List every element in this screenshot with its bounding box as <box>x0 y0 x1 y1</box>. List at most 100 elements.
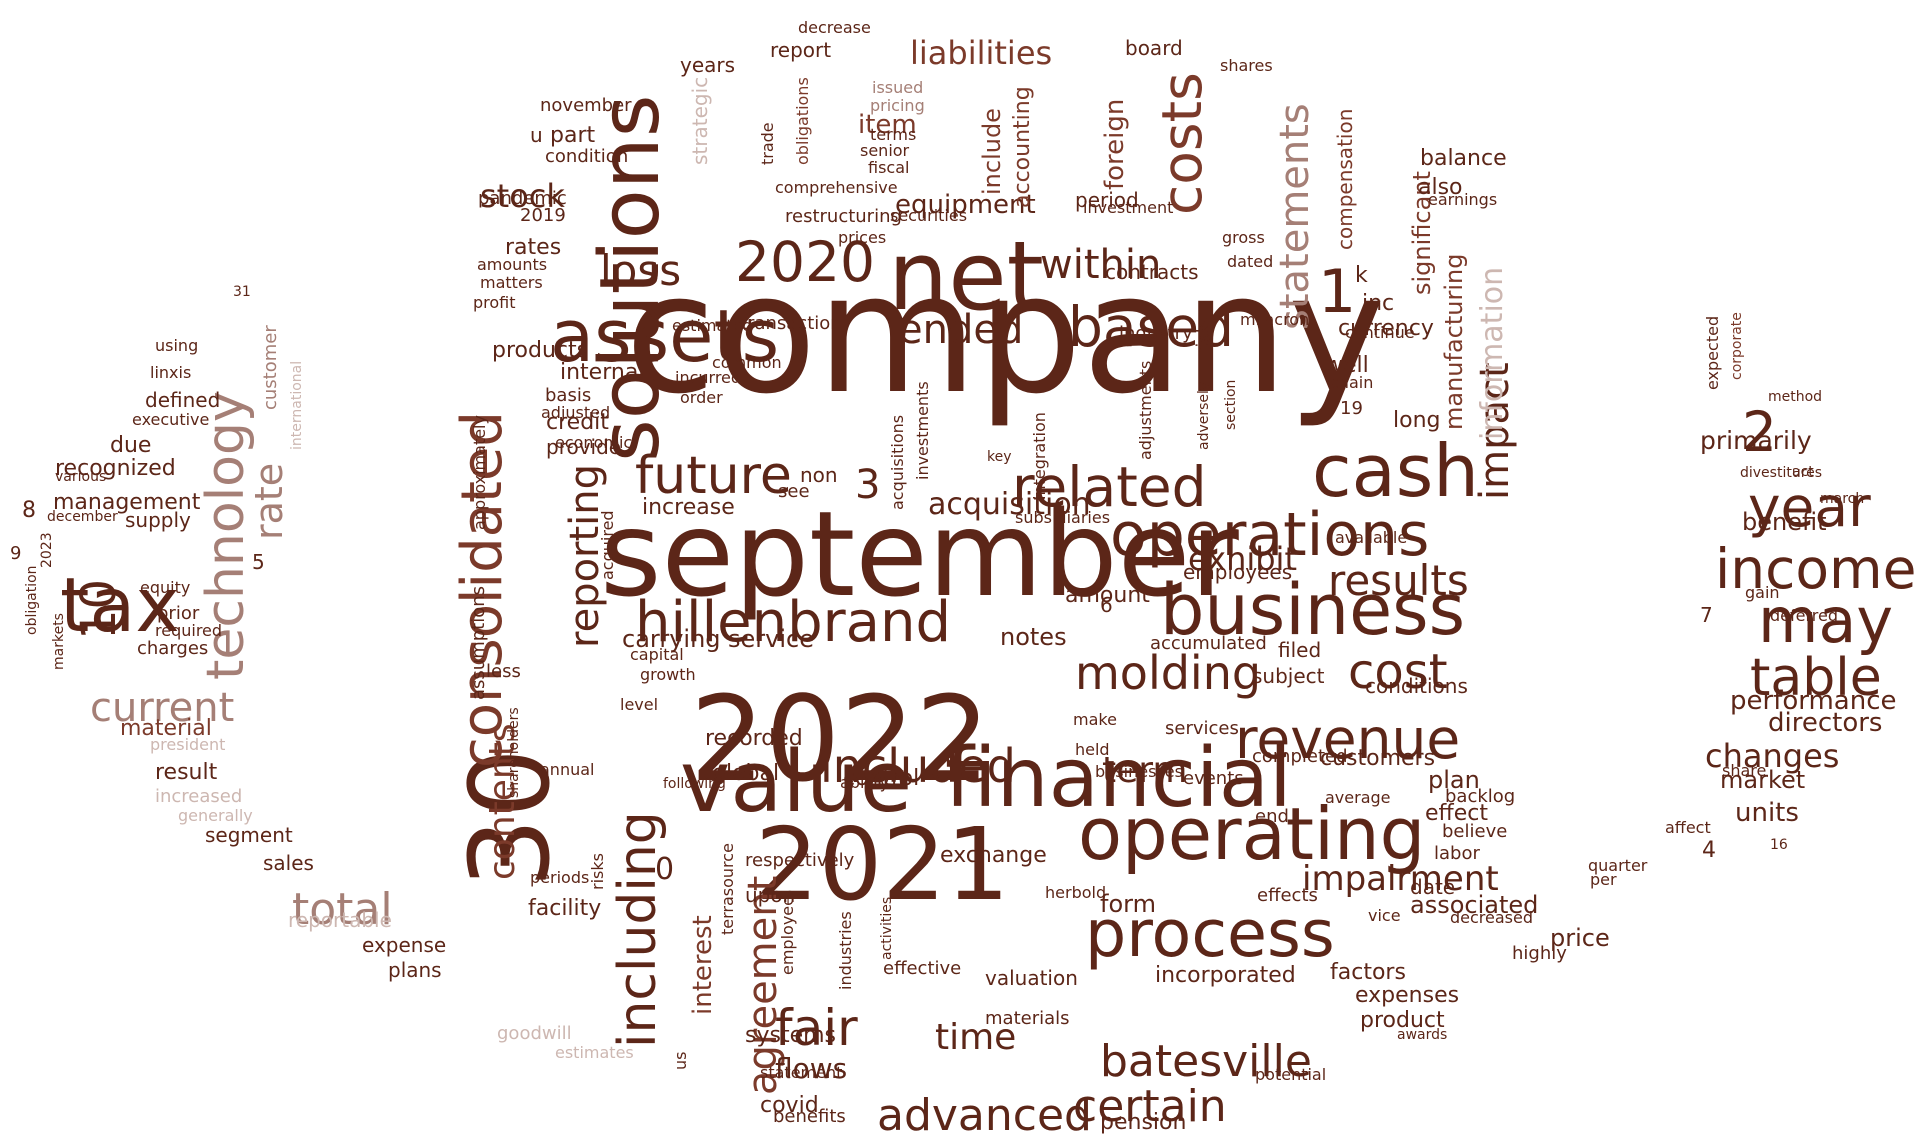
word-may: may <box>1758 584 1894 657</box>
word-statements: statements <box>1272 103 1318 330</box>
word-customers: customers <box>1320 746 1436 771</box>
word-adjusted: adjusted <box>541 403 611 422</box>
word-share: share <box>1722 761 1767 780</box>
word-process: process <box>1085 897 1335 972</box>
word-balance: balance <box>1420 146 1507 171</box>
word-order: order <box>680 388 723 407</box>
word-long: long <box>1393 408 1441 433</box>
word-performance: performance <box>1730 686 1897 716</box>
word-certain: certain <box>1073 1081 1227 1132</box>
word-respectively: respectively <box>745 850 855 871</box>
word-material: material <box>120 716 212 741</box>
word-value: value <box>680 733 913 832</box>
word-including: including <box>608 811 668 1048</box>
word-contracts: contracts <box>1105 260 1199 284</box>
word-accounting: accounting <box>1010 86 1035 208</box>
word-4: 4 <box>1702 838 1716 863</box>
word-generally: generally <box>178 806 253 825</box>
word-completed: completed <box>1252 746 1348 767</box>
word-subject: subject <box>1252 664 1325 688</box>
word-notes: notes <box>1000 623 1067 651</box>
word-amount: amount <box>1065 583 1150 608</box>
word-fiscal: fiscal <box>868 158 910 177</box>
word-estimates: estimates <box>555 1043 634 1062</box>
word-us: us <box>671 1051 690 1070</box>
word-recognized: recognized <box>55 456 176 481</box>
word-year: year <box>1748 475 1871 539</box>
word-date: date <box>1410 875 1456 899</box>
word-loss: loss <box>600 246 682 295</box>
word-income: income <box>1715 537 1917 601</box>
word-economic: economic <box>555 433 633 452</box>
word-services: services <box>1165 718 1239 739</box>
word-assumptions: assumptions <box>468 585 489 700</box>
word-systems: systems <box>745 1023 836 1048</box>
word-pricing: pricing <box>870 96 925 115</box>
word-annual: annual <box>540 760 595 779</box>
word-see: see <box>778 481 810 502</box>
word-ability: ability <box>840 773 890 792</box>
word-affect: affect <box>1665 818 1711 837</box>
word-valuation: valuation <box>985 966 1078 990</box>
word-expense: expense <box>362 933 447 957</box>
word-acquisitions: acquisitions <box>888 414 907 510</box>
word-shares: shares <box>1220 56 1273 75</box>
word-executive: executive <box>132 410 210 429</box>
word-result: result <box>155 760 218 785</box>
word-various: various <box>55 469 107 485</box>
word-materials: materials <box>985 1008 1070 1029</box>
word-sales: sales <box>263 851 314 875</box>
word-periods: periods <box>530 868 590 887</box>
word-5: 5 <box>252 550 265 574</box>
word-make: make <box>1073 710 1117 729</box>
word-liabilities: liabilities <box>910 34 1053 72</box>
word-based: based <box>1068 295 1235 359</box>
word-rates2: amounts <box>477 255 548 274</box>
word-business: business <box>1160 569 1466 651</box>
word-linxis: linxis <box>150 363 192 382</box>
word-interest: interest <box>688 915 718 1015</box>
word-corporate: corporate <box>1729 312 1745 380</box>
word-2020: 2020 <box>735 230 875 294</box>
word-incorporated: incorporated <box>1155 963 1296 988</box>
word-key: key <box>987 449 1012 465</box>
word-investment: investment <box>1083 198 1174 217</box>
word-report: report <box>770 38 832 62</box>
word-31: 31 <box>233 284 251 300</box>
word-effect: effect <box>1425 801 1488 826</box>
word-exchange: exchange <box>940 843 1047 868</box>
word-investments: investments <box>913 381 932 480</box>
word-time: time <box>935 1017 1017 1058</box>
word-control: control <box>843 766 920 791</box>
word-currency: currency <box>1338 316 1434 341</box>
word-operations: operations <box>1110 500 1430 570</box>
word-financial: financial <box>945 731 1292 826</box>
word-condition: condition <box>545 146 629 167</box>
word-december: december <box>47 509 118 525</box>
word-cost: cost <box>1348 644 1448 700</box>
word-gain: gain <box>1745 583 1780 602</box>
word-increase: increase <box>642 495 735 520</box>
word-3: 3 <box>855 462 881 508</box>
word-6: 6 <box>1100 593 1113 617</box>
word-years: years <box>680 53 736 77</box>
word-prior: prior <box>157 603 200 624</box>
word-expected: expected <box>1703 315 1722 390</box>
word-per: per <box>1590 870 1617 889</box>
word-earnings: earnings <box>1428 190 1498 209</box>
word-filed: filed <box>1278 638 1322 662</box>
word-1: 1 <box>1318 257 1357 327</box>
word-milacron: milacron <box>1240 310 1310 329</box>
word-19: 19 <box>1340 398 1363 419</box>
word-also: also <box>1418 175 1463 200</box>
word-assets: assets <box>550 294 780 378</box>
word-herbold: herbold <box>1045 883 1107 902</box>
word-facility: facility <box>528 896 602 921</box>
word-divestitures: divestitures <box>1740 465 1823 481</box>
word-employees: employees <box>1183 560 1293 584</box>
word-integration: integration <box>1030 412 1049 500</box>
word-securities: securities <box>890 206 968 225</box>
word-8: 8 <box>22 498 36 523</box>
word-issued: issued <box>872 78 924 97</box>
